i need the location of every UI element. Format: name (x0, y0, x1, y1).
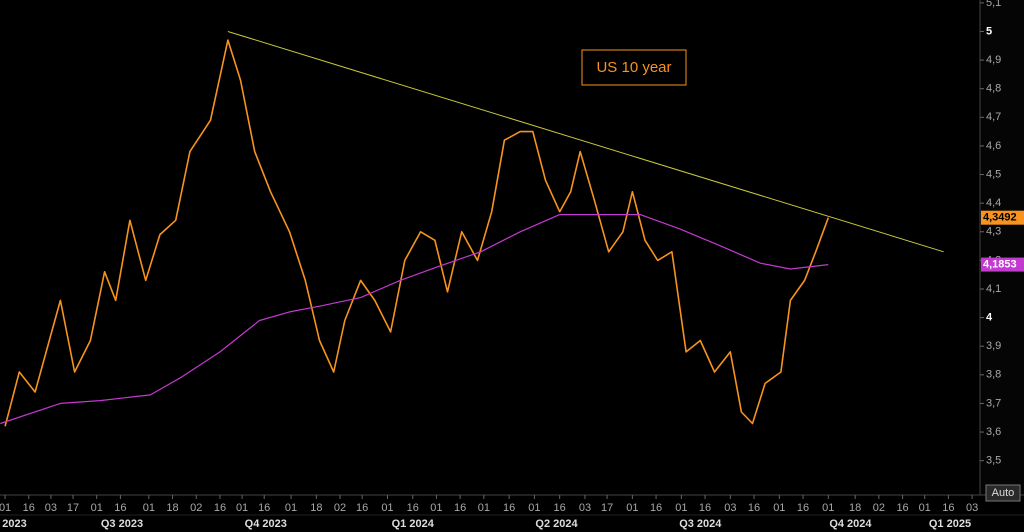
x-tick-label: 16 (650, 502, 662, 514)
period-label: Q4 2023 (245, 518, 287, 530)
x-tick-label: 01 (430, 502, 442, 514)
y-tick-label: 4,7 (986, 111, 1001, 123)
x-tick-label: 02 (190, 502, 202, 514)
y-tick-label: 4,5 (986, 168, 1001, 180)
x-tick-label: 16 (454, 502, 466, 514)
x-tick-label: 02 (334, 502, 346, 514)
y-tick-label: 4,3 (986, 226, 1001, 238)
x-tick-label: 16 (356, 502, 368, 514)
y-tick-label: 5 (986, 25, 992, 37)
y-tick-label: 4,1 (986, 283, 1001, 295)
chart-title: US 10 year (596, 59, 671, 76)
period-label: Q4 2024 (829, 518, 872, 530)
x-tick-label: 03 (966, 502, 978, 514)
x-tick-label: 17 (67, 502, 79, 514)
x-tick-label: 16 (797, 502, 809, 514)
period-label: Q3 2023 (101, 518, 143, 530)
plot (0, 30, 944, 427)
x-tick-label: 03 (45, 502, 57, 514)
last-value-badge (981, 257, 1024, 272)
x-tick-label: 01 (0, 502, 11, 514)
y-tick-label: 4,9 (986, 54, 1001, 66)
period-label: Q1 2024 (392, 518, 435, 530)
y-tick-label: 3,5 (986, 455, 1001, 467)
x-tick-label: 16 (699, 502, 711, 514)
last-value-badge (981, 210, 1024, 225)
last-value-label: 4,1853 (983, 258, 1017, 270)
x-tick-label: 18 (310, 502, 322, 514)
last-value-label: 4,3492 (983, 212, 1017, 224)
series-line (0, 214, 829, 425)
x-tick-label: 01 (285, 502, 297, 514)
y-tick-label: 4,8 (986, 83, 1001, 95)
x-tick-label: 16 (942, 502, 954, 514)
y-tick-label: 4,6 (986, 140, 1001, 152)
x-tick-label: 16 (896, 502, 908, 514)
x-tick-label: 17 (601, 502, 613, 514)
x-tick-label: 03 (579, 502, 591, 514)
x-tick-label: 16 (748, 502, 760, 514)
x-tick-label: 16 (214, 502, 226, 514)
x-tick-label: 18 (166, 502, 178, 514)
auto-button[interactable] (985, 484, 1021, 502)
y-tick-label: 4,4 (986, 197, 1001, 209)
trendline (227, 30, 944, 253)
x-tick-label: 01 (822, 502, 834, 514)
y-tick-label: 3,9 (986, 340, 1001, 352)
title-box (581, 49, 687, 86)
y-tick-label: 5,1 (986, 0, 1001, 9)
x-tick-label: 01 (528, 502, 540, 514)
x-tick-label: 01 (626, 502, 638, 514)
x-tick-label: 01 (143, 502, 155, 514)
period-label: Q1 2025 (929, 518, 971, 530)
x-tick-label: 01 (919, 502, 931, 514)
x-tick-label: 01 (773, 502, 785, 514)
x-tick-label: 01 (236, 502, 248, 514)
y-tick-label: 3,8 (986, 369, 1001, 381)
x-tick-label: 01 (478, 502, 490, 514)
y-tick-label: 4 (986, 312, 993, 324)
auto-button-label[interactable]: Auto (992, 487, 1015, 499)
x-tick-label: 16 (258, 502, 270, 514)
x-tick-label: 16 (23, 502, 35, 514)
x-tick-label: 18 (849, 502, 861, 514)
y-tick-label: 3,7 (986, 397, 1001, 409)
period-label: Q3 2024 (679, 518, 722, 530)
x-tick-label: 01 (675, 502, 687, 514)
x-tick-label: 02 (873, 502, 885, 514)
x-tick-label: 01 (91, 502, 103, 514)
period-label: Q2 2024 (535, 518, 578, 530)
x-tick-label: 01 (381, 502, 393, 514)
x-tick-label: 16 (554, 502, 566, 514)
x-tick-label: 16 (114, 502, 126, 514)
y-axis-panel (980, 0, 1024, 495)
x-tick-label: 03 (724, 502, 736, 514)
x-tick-label: 16 (407, 502, 419, 514)
period-label: 2023 (2, 518, 26, 530)
y-tick-label: 3,6 (986, 426, 1001, 438)
x-tick-label: 16 (503, 502, 515, 514)
